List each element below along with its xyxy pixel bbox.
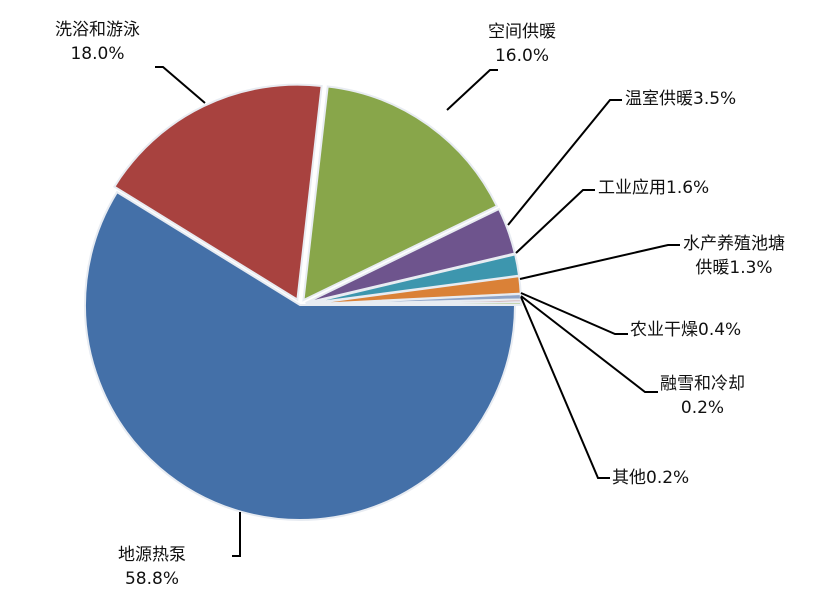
label-space-heating: 空间供暖 16.0% — [488, 20, 556, 68]
label-industry: 工业应用1.6% — [598, 178, 710, 198]
label-space-heating-name: 空间供暖 — [488, 22, 556, 42]
pie-slice-8 — [305, 301, 523, 306]
label-agri-drying: 农业干燥0.4% — [630, 320, 742, 340]
label-space-heating-value: 16.0% — [494, 46, 549, 66]
leader-line-4 — [519, 244, 680, 280]
leader-line-5 — [520, 292, 628, 335]
leader-line-2 — [507, 99, 622, 226]
label-bathing: 洗浴和游泳 18.0% — [55, 18, 140, 66]
pie-slice-2 — [302, 85, 499, 302]
label-aquaculture-name: 水产养殖池塘 — [683, 234, 785, 254]
leader-line-6 — [520, 295, 658, 393]
leader-line-7 — [520, 296, 610, 479]
label-aquaculture: 水产养殖池塘 供暖1.3% — [683, 232, 785, 280]
label-aquaculture-value: 供暖1.3% — [695, 258, 773, 278]
pie-slice-1 — [113, 83, 323, 302]
label-ground-source: 地源热泵 58.8% — [118, 543, 186, 591]
label-other: 其他0.2% — [612, 468, 690, 488]
leader-line-0 — [155, 66, 206, 104]
label-snow-melting-value: 0.2% — [680, 398, 725, 418]
label-ground-source-name: 地源热泵 — [118, 545, 186, 565]
label-snow-melting: 融雪和冷却 0.2% — [660, 372, 745, 420]
label-bathing-name: 洗浴和游泳 — [55, 20, 140, 40]
pie-slice-0 — [84, 190, 517, 521]
leader-line-8 — [232, 512, 241, 557]
label-greenhouse: 温室供暖3.5% — [625, 89, 737, 109]
leader-line-1 — [446, 69, 498, 111]
label-snow-melting-name: 融雪和冷却 — [660, 374, 745, 394]
label-ground-source-value: 58.8% — [124, 569, 179, 589]
leader-line-3 — [515, 189, 595, 254]
label-bathing-value: 18.0% — [70, 44, 125, 64]
